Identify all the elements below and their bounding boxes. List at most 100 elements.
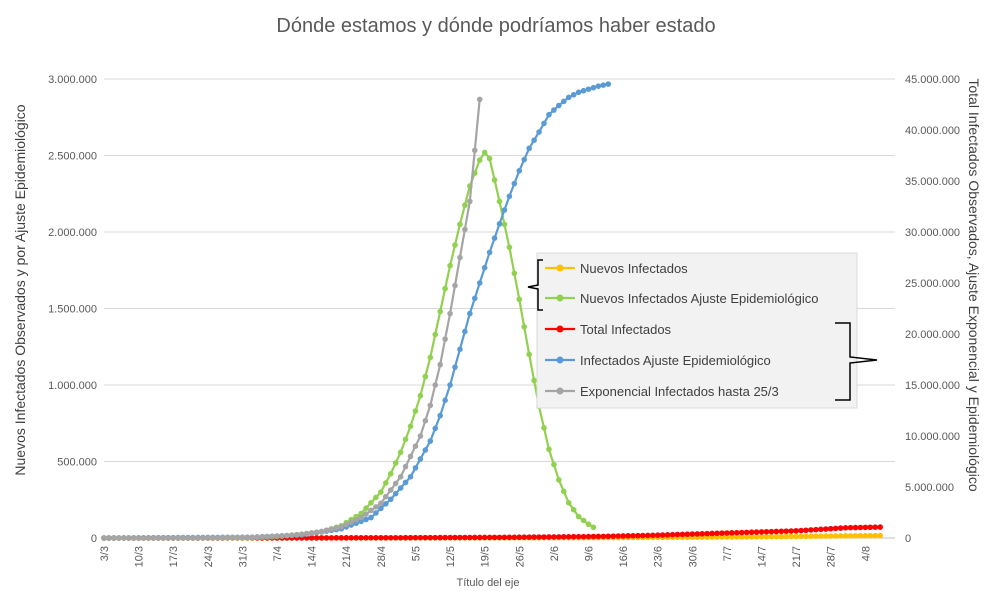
data-point xyxy=(798,527,804,534)
right-tick-label: 20.000.000 xyxy=(905,329,960,341)
data-point xyxy=(209,534,216,541)
data-point xyxy=(541,534,547,540)
data-point xyxy=(120,535,127,541)
data-point xyxy=(872,532,879,539)
data-point xyxy=(541,120,547,127)
data-point xyxy=(847,524,854,531)
data-point xyxy=(506,534,513,541)
data-point xyxy=(867,524,874,531)
data-point xyxy=(402,463,409,470)
data-point xyxy=(200,535,206,541)
data-point xyxy=(575,89,582,96)
data-point xyxy=(363,511,369,517)
data-point xyxy=(773,533,780,540)
data-point xyxy=(407,534,414,541)
data-point xyxy=(407,474,414,480)
data-point xyxy=(783,533,790,540)
data-point xyxy=(407,423,414,430)
data-point xyxy=(457,346,463,353)
data-point xyxy=(867,532,874,539)
data-point xyxy=(373,534,379,541)
data-point xyxy=(501,207,508,213)
series-line xyxy=(104,150,594,540)
data-point xyxy=(556,102,562,109)
data-point xyxy=(274,533,280,539)
data-point xyxy=(600,82,607,88)
data-point xyxy=(254,534,261,540)
x-tick-label: 26/5 xyxy=(514,546,526,567)
data-point xyxy=(664,532,671,538)
data-point xyxy=(269,533,275,540)
data-point xyxy=(432,331,439,338)
data-point xyxy=(590,524,597,531)
left-axis-brace xyxy=(527,259,543,311)
right-axis-title: Total Infectados Observados, Ajuste Expo… xyxy=(966,78,982,491)
data-point xyxy=(392,460,399,466)
data-point xyxy=(511,534,518,541)
data-point xyxy=(709,530,715,537)
x-tick-label: 17/3 xyxy=(168,546,180,567)
data-point xyxy=(862,532,869,539)
data-point xyxy=(382,480,389,486)
data-point xyxy=(382,493,389,500)
data-point xyxy=(877,532,883,539)
data-point xyxy=(447,310,453,317)
data-point xyxy=(758,529,765,535)
data-point xyxy=(387,487,394,493)
data-point xyxy=(378,534,384,541)
data-point xyxy=(185,535,191,541)
data-point xyxy=(116,535,122,541)
data-point xyxy=(373,494,379,501)
data-point xyxy=(442,336,448,342)
data-point xyxy=(427,354,434,361)
data-point xyxy=(412,534,419,541)
data-point xyxy=(323,527,330,534)
data-point xyxy=(471,295,478,302)
data-point xyxy=(748,529,755,536)
data-point xyxy=(427,402,434,409)
data-point xyxy=(135,535,142,541)
data-point xyxy=(130,535,137,541)
data-point xyxy=(447,262,453,269)
data-point xyxy=(778,528,785,535)
legend: Nuevos Infectados Nuevos Infectados Ajust… xyxy=(527,252,878,409)
data-point xyxy=(570,506,577,513)
data-point xyxy=(333,525,340,531)
data-point xyxy=(645,532,651,539)
data-point xyxy=(457,534,463,541)
data-point xyxy=(476,96,483,103)
data-point xyxy=(511,180,518,187)
data-point xyxy=(219,534,226,541)
x-tick-label: 12/5 xyxy=(445,546,457,567)
data-point xyxy=(195,535,201,541)
data-point xyxy=(298,531,305,538)
data-point xyxy=(630,532,636,539)
data-point xyxy=(729,530,735,536)
legend-label: Infectados Ajuste Epidemiológico xyxy=(580,353,771,368)
x-tick-label: 5/5 xyxy=(410,546,422,561)
data-point xyxy=(437,534,443,541)
right-axis-brace xyxy=(835,322,878,401)
right-tick-label: 45.000.000 xyxy=(905,74,960,86)
data-point xyxy=(743,529,750,536)
data-point xyxy=(392,490,399,497)
legend-label: Total Infectados xyxy=(580,322,672,337)
data-point xyxy=(417,456,424,462)
x-tick-label: 28/4 xyxy=(376,546,388,567)
x-tick-label: 19/5 xyxy=(480,546,492,567)
data-point xyxy=(842,533,849,539)
data-point xyxy=(442,285,448,292)
data-point xyxy=(101,535,107,541)
data-point xyxy=(793,528,799,534)
data-point xyxy=(467,198,473,205)
data-point xyxy=(580,87,587,94)
data-point xyxy=(239,534,246,541)
data-point xyxy=(516,296,523,303)
data-point xyxy=(422,373,429,380)
data-point xyxy=(763,528,770,535)
data-point xyxy=(595,83,602,89)
data-point xyxy=(358,514,364,521)
data-point xyxy=(284,532,290,539)
data-point xyxy=(358,535,364,541)
